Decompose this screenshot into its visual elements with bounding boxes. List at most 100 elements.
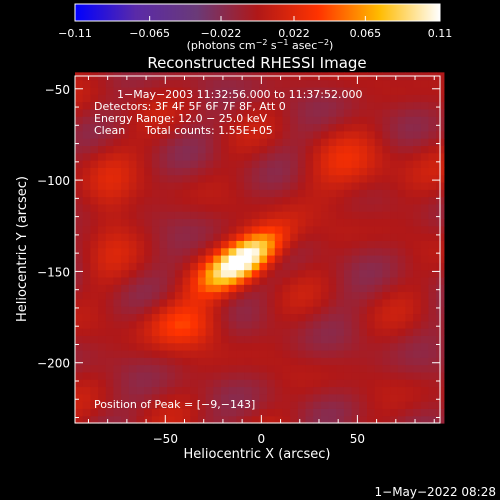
heatmap-pixel	[405, 174, 414, 183]
heatmap-pixel	[113, 196, 122, 205]
heatmap-pixel	[336, 138, 345, 146]
heatmap-pixel	[190, 174, 199, 183]
heatmap-pixel	[159, 240, 168, 249]
heatmap-pixel	[205, 393, 214, 402]
heatmap-pixel	[244, 152, 253, 161]
heatmap-pixel	[205, 101, 214, 110]
heatmap-pixel	[351, 262, 360, 271]
heatmap-pixel	[128, 335, 138, 344]
heatmap-pixel	[336, 160, 345, 168]
heatmap-pixel	[236, 86, 245, 95]
heatmap-pixel	[413, 247, 422, 256]
heatmap-pixel	[359, 145, 368, 154]
heatmap-pixel	[190, 320, 199, 329]
heatmap-pixel	[167, 276, 176, 285]
heatmap-pixel	[274, 415, 284, 424]
heatmap-pixel	[105, 145, 115, 154]
heatmap-pixel	[213, 145, 222, 154]
heatmap-pixel	[105, 393, 115, 402]
heatmap-pixel	[313, 386, 322, 395]
heatmap-pixel	[428, 86, 437, 95]
heatmap-pixel	[75, 335, 84, 344]
heatmap-pixel	[351, 276, 360, 285]
heatmap-pixel	[290, 101, 299, 110]
heatmap-pixel	[236, 262, 245, 271]
heatmap-pixel	[282, 79, 291, 88]
heatmap-pixel	[359, 94, 368, 103]
heatmap-pixel	[351, 313, 360, 322]
heatmap-pixel	[328, 233, 337, 241]
heatmap-pixel	[397, 284, 407, 293]
heatmap-pixel	[428, 174, 437, 183]
heatmap-pixel	[374, 218, 383, 227]
heatmap-pixel	[328, 276, 337, 285]
heatmap-pixel	[397, 393, 407, 402]
heatmap-pixel	[244, 160, 253, 168]
heatmap-pixel	[113, 211, 122, 220]
heatmap-pixel	[413, 145, 422, 154]
heatmap-pixel	[228, 116, 237, 125]
heatmap-pixel	[282, 276, 291, 285]
heatmap-pixel	[244, 393, 253, 402]
heatmap-pixel	[90, 269, 99, 278]
heatmap-pixel	[75, 196, 84, 205]
heatmap-pixel	[190, 152, 199, 161]
heatmap-pixel	[144, 94, 153, 103]
heatmap-pixel	[221, 108, 230, 117]
heatmap-pixel	[390, 240, 399, 249]
heatmap-pixel	[305, 415, 314, 424]
heatmap-pixel	[374, 328, 383, 336]
heatmap-pixel	[274, 145, 284, 154]
heatmap-pixel	[128, 181, 138, 190]
heatmap-pixel	[397, 123, 407, 132]
heatmap-pixel	[251, 189, 261, 198]
heatmap-pixel	[128, 123, 138, 132]
heatmap-pixel	[297, 306, 307, 315]
heatmap-pixel	[290, 218, 299, 227]
heatmap-pixel	[244, 108, 253, 117]
heatmap-pixel	[236, 160, 245, 168]
heatmap-pixel	[428, 225, 437, 234]
heatmap-pixel	[82, 240, 91, 249]
heatmap-pixel	[382, 393, 391, 402]
heatmap-pixel	[197, 349, 207, 358]
heatmap-pixel	[144, 313, 153, 322]
heatmap-pixel	[274, 254, 284, 263]
heatmap-pixel	[420, 167, 430, 176]
heatmap-pixel	[405, 108, 414, 117]
heatmap-pixel	[382, 335, 391, 344]
heatmap-pixel	[90, 298, 99, 307]
heatmap-pixel	[282, 262, 291, 271]
heatmap-pixel	[290, 335, 299, 344]
heatmap-pixel	[105, 116, 115, 125]
heatmap-pixel	[197, 152, 207, 161]
heatmap-pixel	[267, 94, 276, 103]
heatmap-pixel	[251, 79, 261, 88]
heatmap-pixel	[113, 167, 122, 176]
heatmap-pixel	[236, 225, 245, 234]
heatmap-pixel	[105, 79, 115, 88]
heatmap-pixel	[221, 167, 230, 176]
heatmap-pixel	[397, 189, 407, 198]
heatmap-pixel	[305, 174, 314, 183]
heatmap-pixel	[282, 240, 291, 249]
heatmap-pixel	[297, 181, 307, 190]
heatmap-pixel	[390, 269, 399, 278]
heatmap-pixel	[328, 269, 337, 278]
heatmap-pixel	[98, 174, 107, 183]
heatmap-pixel	[382, 174, 391, 183]
heatmap-pixel	[267, 189, 276, 198]
heatmap-pixel	[320, 233, 330, 241]
heatmap-pixel	[336, 393, 345, 402]
heatmap-pixel	[305, 306, 314, 315]
heatmap-pixel	[136, 79, 145, 88]
heatmap-pixel	[351, 167, 360, 176]
heatmap-pixel	[405, 364, 414, 373]
heatmap-pixel	[259, 174, 268, 183]
heatmap-pixel	[82, 123, 91, 132]
heatmap-pixel	[136, 130, 145, 139]
heatmap-pixel	[75, 284, 84, 293]
heatmap-pixel	[213, 203, 222, 212]
heatmap-pixel	[174, 291, 184, 300]
heatmap-pixel	[413, 101, 422, 110]
